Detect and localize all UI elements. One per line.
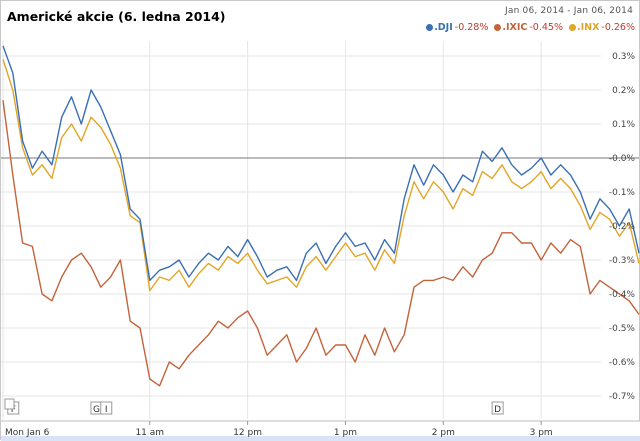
annotation-flag[interactable]: [100, 401, 113, 415]
legend-item-dji[interactable]: .DJI -0.28%: [426, 22, 488, 33]
y-tick-label: -0.2%: [609, 222, 636, 232]
x-tick-label: 2 pm: [432, 428, 455, 438]
series-line-ixic[interactable]: [2, 100, 640, 387]
annotation-label: D: [494, 405, 501, 415]
series-line-dji[interactable]: [2, 45, 640, 282]
y-tick-label: 0.2%: [612, 86, 635, 96]
series-line-inx[interactable]: [2, 59, 640, 292]
y-tick-label: -0.6%: [609, 358, 636, 368]
annotation-label: G: [93, 405, 100, 415]
x-tick-label: 12 pm: [233, 428, 262, 438]
y-tick-label: -0.0%: [609, 154, 636, 164]
legend-symbol: .DJI: [434, 22, 453, 33]
y-tick-label: 0.3%: [612, 52, 635, 62]
y-tick-label: -0.1%: [609, 188, 636, 198]
legend: .DJI -0.28% .IXIC -0.45% .INX -0.26%: [426, 22, 635, 33]
legend-dot-icon: [494, 24, 502, 31]
legend-symbol: .IXIC: [502, 22, 528, 33]
legend-dot-icon: [426, 24, 434, 31]
legend-change: -0.26%: [601, 22, 635, 33]
y-tick-label: -0.5%: [609, 324, 636, 334]
legend-symbol: .INX: [576, 22, 600, 33]
x-tick-label: 3 pm: [530, 428, 553, 438]
x-tick-label: Mon Jan 6: [5, 428, 50, 438]
legend-change: -0.45%: [529, 22, 563, 33]
x-tick-label: 1 pm: [334, 428, 357, 438]
date-range: Jan 06, 2014 - Jan 06, 2014: [505, 6, 633, 16]
scroll-strip[interactable]: [1, 436, 640, 441]
legend-change: -0.28%: [454, 22, 489, 33]
legend-item-inx[interactable]: .INX -0.26%: [568, 22, 635, 33]
annotation-label: F: [11, 405, 16, 415]
y-tick-label: -0.7%: [609, 392, 636, 402]
start-flag-icon[interactable]: [4, 398, 15, 410]
y-tick-label: -0.4%: [609, 290, 636, 300]
annotation-label: I: [105, 405, 108, 415]
legend-item-ixic[interactable]: .IXIC -0.45%: [494, 22, 563, 33]
y-tick-label: -0.3%: [609, 256, 636, 266]
y-tick-label: 0.1%: [612, 120, 635, 130]
x-tick-label: 11 am: [135, 428, 164, 438]
legend-dot-icon: [568, 24, 576, 31]
annotation-flag[interactable]: [491, 401, 504, 415]
chart-title: Americké akcie (6. ledna 2014): [7, 9, 226, 24]
